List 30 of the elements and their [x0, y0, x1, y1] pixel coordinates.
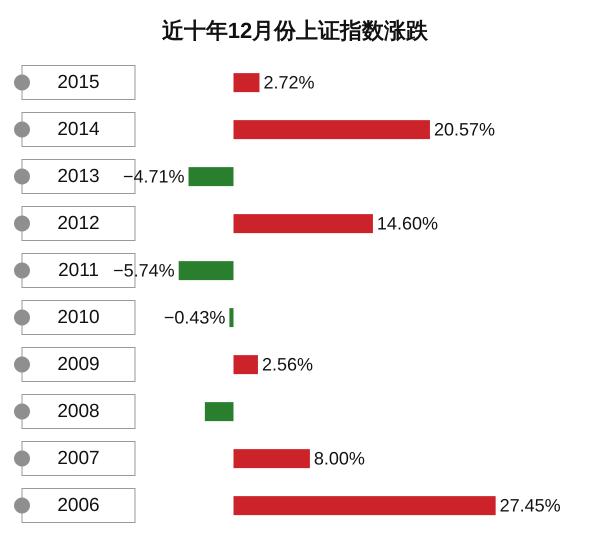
bar: [234, 449, 310, 468]
y-tick-label: 2015: [57, 72, 100, 93]
data-label: 2.56%: [262, 354, 313, 375]
y-tick-label: 2008: [57, 401, 100, 422]
data-label: 20.57%: [434, 120, 496, 140]
bar: [229, 308, 234, 328]
bar: [234, 120, 430, 140]
bar: [234, 496, 496, 516]
bar: [234, 355, 258, 374]
data-label: −4.71%: [122, 166, 185, 187]
data-label: −5.74%: [113, 260, 175, 281]
y-tick-label: 2011: [58, 260, 99, 281]
data-label: 8.00%: [314, 448, 365, 469]
y-tick-label: 2013: [57, 166, 100, 187]
bar: [234, 73, 260, 92]
data-label: 2.72%: [263, 72, 315, 93]
y-tick-label: 2006: [57, 495, 100, 516]
bar: [178, 261, 234, 280]
bar: [188, 167, 234, 186]
y-tick-label: 2009: [57, 354, 100, 375]
data-label: 27.45%: [500, 496, 561, 516]
bar: [234, 214, 373, 234]
y-tick-label: 2010: [57, 307, 100, 328]
data-label: 14.60%: [376, 214, 438, 234]
y-tick-label: 2014: [57, 119, 100, 140]
data-label: −0.43%: [164, 308, 226, 328]
chart-title: 近十年12月份上证指数涨跌: [160, 17, 430, 45]
y-tick-label: 2007: [57, 448, 100, 469]
y-tick-label: 2012: [57, 213, 100, 234]
bar: [204, 402, 234, 422]
